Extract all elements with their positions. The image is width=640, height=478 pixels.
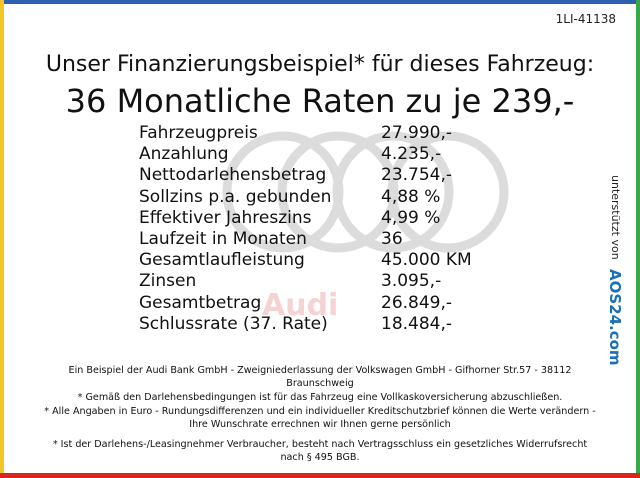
row-value: 23.754,- <box>381 165 453 186</box>
table-row: Anzahlung 4.235,- <box>139 144 472 165</box>
row-label: Gesamtbetrag <box>139 292 262 313</box>
left-border <box>0 0 4 478</box>
row-label: Laufzeit in Monaten <box>139 229 307 250</box>
table-row: Zinsen 3.095,- <box>139 271 472 292</box>
row-value: 4,99 % <box>381 207 441 228</box>
bottom-border <box>0 473 640 478</box>
sponsor-label: unterstützt von <box>609 175 622 260</box>
row-value: 27.990,- <box>381 123 453 143</box>
footnote: * Gemäß den Darlehensbedingungen ist für… <box>77 392 563 403</box>
top-border <box>0 0 640 4</box>
row-label: Nettodarlehensbetrag <box>139 165 327 186</box>
row-value: 18.484,- <box>381 313 453 334</box>
footnote: * Alle Angaben in Euro - Rundungsdiffere… <box>44 406 596 430</box>
table-row: Gesamtlaufleistung 45.000 KM <box>139 250 472 271</box>
row-value: 4.235,- <box>381 144 442 165</box>
table-row: Fahrzeugpreis 27.990,- <box>139 123 472 144</box>
row-value: 45.000 KM <box>381 250 472 271</box>
table-row: Gesamtbetrag 26.849,- <box>139 293 472 314</box>
row-value: 3.095,- <box>381 271 442 292</box>
row-label: Gesamtlaufleistung <box>139 250 305 271</box>
row-value: 36 <box>381 229 403 250</box>
finance-table: Fahrzeugpreis 27.990,- Anzahlung 4.235,- Net… <box>139 123 472 335</box>
row-label: Fahrzeugpreis <box>139 123 258 143</box>
row-label: Schlussrate (37. Rate) <box>139 313 328 334</box>
right-border <box>636 0 640 478</box>
row-label: Zinsen <box>139 271 197 292</box>
footnote: Ein Beispiel der Audi Bank GmbH - Zweign… <box>68 365 572 389</box>
sponsor-brand: AOS24.com <box>606 269 624 366</box>
row-label: Sollzins p.a. gebunden <box>139 186 332 207</box>
footnotes: Ein Beispiel der Audi Bank GmbH - Zweign… <box>40 364 600 465</box>
table-row: Effektiver Jahreszins 4,99 % <box>139 208 472 229</box>
row-value: 26.849,- <box>381 292 453 313</box>
table-row: Laufzeit in Monaten 36 <box>139 229 472 250</box>
row-value: 4,88 % <box>381 186 441 207</box>
sponsor: unterstützt von AOS24.com <box>606 175 624 366</box>
row-label: Anzahlung <box>139 144 229 165</box>
table-row: Sollzins p.a. gebunden 4,88 % <box>139 187 472 208</box>
title: Unser Finanzierungsbeispiel* für dieses … <box>45 52 595 77</box>
table-row: Nettodarlehensbetrag 23.754,- <box>139 165 472 186</box>
vehicle-code: 1LI-41138 <box>555 12 616 26</box>
watermark: Audi <box>262 288 339 323</box>
table-row: Schlussrate (37. Rate) 18.484,- <box>139 314 472 335</box>
headline: 36 Monatliche Raten zu je 239,- <box>65 82 575 120</box>
footnote: * Ist der Darlehens-/Leasingnehmer Verbr… <box>52 439 588 463</box>
row-label: Effektiver Jahreszins <box>139 207 312 228</box>
